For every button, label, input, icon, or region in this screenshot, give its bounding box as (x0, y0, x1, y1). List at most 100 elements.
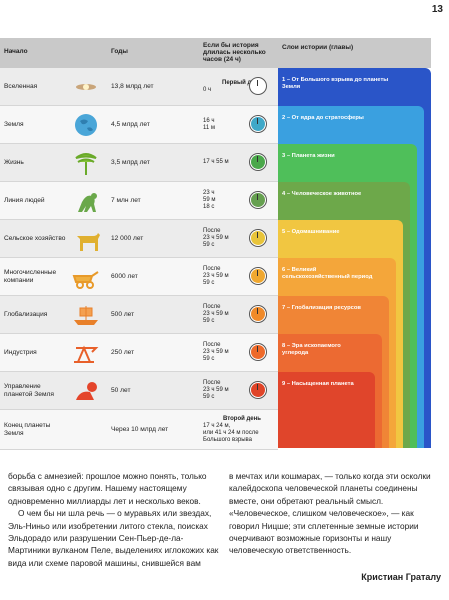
row-years: 500 лет (111, 311, 135, 318)
layer-label: 9 – Насыщенная планета (282, 381, 354, 387)
table-row: Управление планетой Земля 50 лет После 23 ч… (0, 372, 278, 410)
row-time: После 23 ч 59 м 59 с (203, 220, 229, 257)
time-line: 59 м (203, 197, 216, 203)
row-time: 16 ч 11 м (203, 106, 215, 143)
row-name: Вселенная (4, 82, 38, 90)
pump-icon (68, 340, 104, 366)
page-number: 13 (431, 4, 443, 15)
table-row: Линия людей 7 млн лет 23 ч 59 м 18 с (0, 182, 278, 220)
time-line: После (203, 266, 221, 272)
layer-block: 9 – Насыщенная планета (278, 372, 375, 448)
row-time: 23 ч 59 м 18 с (203, 182, 215, 219)
time-line: Первый день (222, 79, 262, 86)
row-years: 7 млн лет (111, 197, 141, 204)
layer-label: 3 – Планета жизни (282, 153, 335, 159)
row-name: Линия людей (4, 196, 45, 204)
ship-icon (68, 302, 104, 328)
table-row: Сельское хозяйство 12 000 лет После 23 ч 59… (0, 220, 278, 258)
layer-label: 2 – От ядра до стратосферы (282, 115, 364, 121)
body-right-column: в мечтах или кошмарах, — только когда эт… (229, 470, 443, 557)
time-line: 59 с (203, 242, 215, 248)
time-line: 16 ч (203, 117, 215, 124)
clock-icon (249, 191, 267, 209)
row-years: 4,5 млрд лет (111, 121, 150, 128)
row-name: Управление планетой Земля (4, 382, 54, 398)
layer-label: 7 – Глобализация ресурсов (282, 305, 361, 311)
row-time: После 23 ч 59 м 59 с (203, 372, 229, 409)
galaxy-icon (68, 74, 104, 100)
table-row: Вселенная 13,8 млрд лет Первый день 0 ч (0, 68, 278, 106)
clock-icon (249, 343, 267, 361)
row-time: После 23 ч 59 м 59 с (203, 334, 229, 371)
time-line: 17 ч 24 м, (203, 422, 231, 429)
time-line: После (203, 228, 221, 234)
clock-icon (249, 153, 267, 171)
time-line: После (203, 342, 221, 348)
clock-icon (249, 305, 267, 323)
time-line: Второй день (223, 415, 261, 422)
row-years: 50 лет (111, 387, 131, 394)
row-time: После 23 ч 59 м 59 с (203, 296, 229, 333)
time-line: 17 ч 55 м (203, 159, 229, 165)
table-row: Многочисленные компании 6000 лет После 23 ч… (0, 258, 278, 296)
table-row: Конец планеты Земля Через 10 млрд лет Втор… (0, 410, 278, 450)
time-line: 23 ч 59 м (203, 235, 229, 241)
row-time: Второй день 17 ч 24 м, или 41 ч 24 м после… (203, 410, 277, 449)
history-table: Начало Годы Если бы история длилась неск… (0, 38, 431, 450)
row-name: Конец планеты Земля (4, 421, 51, 437)
clock-icon (249, 267, 267, 285)
time-line: После (203, 304, 221, 310)
time-line: 59 с (203, 280, 215, 286)
time-line: 0 ч (203, 86, 212, 93)
row-years: 3,5 млрд лет (111, 159, 150, 166)
layer-label: 1 – От Большого взрыва до планеты Земля (282, 77, 389, 90)
clock-icon (249, 381, 267, 399)
time-line: 23 ч 59 м (203, 349, 229, 355)
row-time: После 23 ч 59 м 59 с (203, 258, 229, 295)
row-years: 250 лет (111, 349, 135, 356)
time-line: После (203, 380, 221, 386)
table-row: Индустрия 250 лет После 23 ч 59 м 59 с (0, 334, 278, 372)
row-years: 12 000 лет (111, 235, 144, 242)
body-paragraph: О чем бы ни шла речь — о муравьях или зв… (8, 508, 219, 568)
row-name: Глобализация (4, 310, 48, 318)
layers-stack: 1 – От Большого взрыва до планеты Земля 2… (278, 68, 431, 448)
cow-icon (68, 226, 104, 252)
body-left-column: борьба с амнезией: прошлое можно понять,… (8, 470, 221, 569)
time-line: 23 ч 59 м (203, 311, 229, 317)
cart-icon (68, 264, 104, 290)
header-years: Годы (111, 48, 128, 55)
header-if-history: Если бы история длилась несколько часов … (203, 42, 266, 63)
row-years: 13,8 млрд лет (111, 83, 154, 90)
layer-label: 5 – Одомашнивание (282, 229, 340, 235)
time-line: 11 м (203, 124, 216, 131)
row-name: Индустрия (4, 348, 37, 356)
layer-label: 4 – Человеческое животное (282, 191, 362, 197)
row-name: Сельское хозяйство (4, 234, 66, 242)
header-layers: Слои истории (главы) (282, 44, 354, 51)
baby-icon (68, 378, 104, 404)
clock-icon (249, 77, 267, 95)
table-row: Жизнь 3,5 млрд лет 17 ч 55 м (0, 144, 278, 182)
row-name: Многочисленные компании (4, 268, 57, 284)
table-header: Начало Годы Если бы история длилась неск… (0, 38, 431, 68)
layer-label: 6 – Великий сельскохозяйственный период (282, 267, 373, 280)
time-line: Большого взрыва (203, 436, 252, 443)
row-name: Земля (4, 120, 24, 128)
earth-icon (68, 112, 104, 138)
time-line: 59 с (203, 394, 215, 400)
ape-icon (68, 188, 104, 214)
row-time: 17 ч 55 м (203, 144, 229, 181)
body-paragraph: борьба с амнезией: прошлое можно понять,… (8, 471, 207, 506)
time-line: 59 с (203, 318, 215, 324)
table-row: Глобализация 500 лет После 23 ч 59 м 59 с (0, 296, 278, 334)
time-line: 59 с (203, 356, 215, 362)
row-years: 6000 лет (111, 273, 138, 280)
clock-icon (249, 115, 267, 133)
time-line: 18 с (203, 204, 215, 210)
author-name: Кристиан Граталу (361, 572, 441, 582)
clock-icon (249, 229, 267, 247)
time-line: 23 ч (203, 190, 215, 196)
row-time: Первый день 0 ч (203, 68, 277, 105)
header-start: Начало (4, 48, 28, 55)
